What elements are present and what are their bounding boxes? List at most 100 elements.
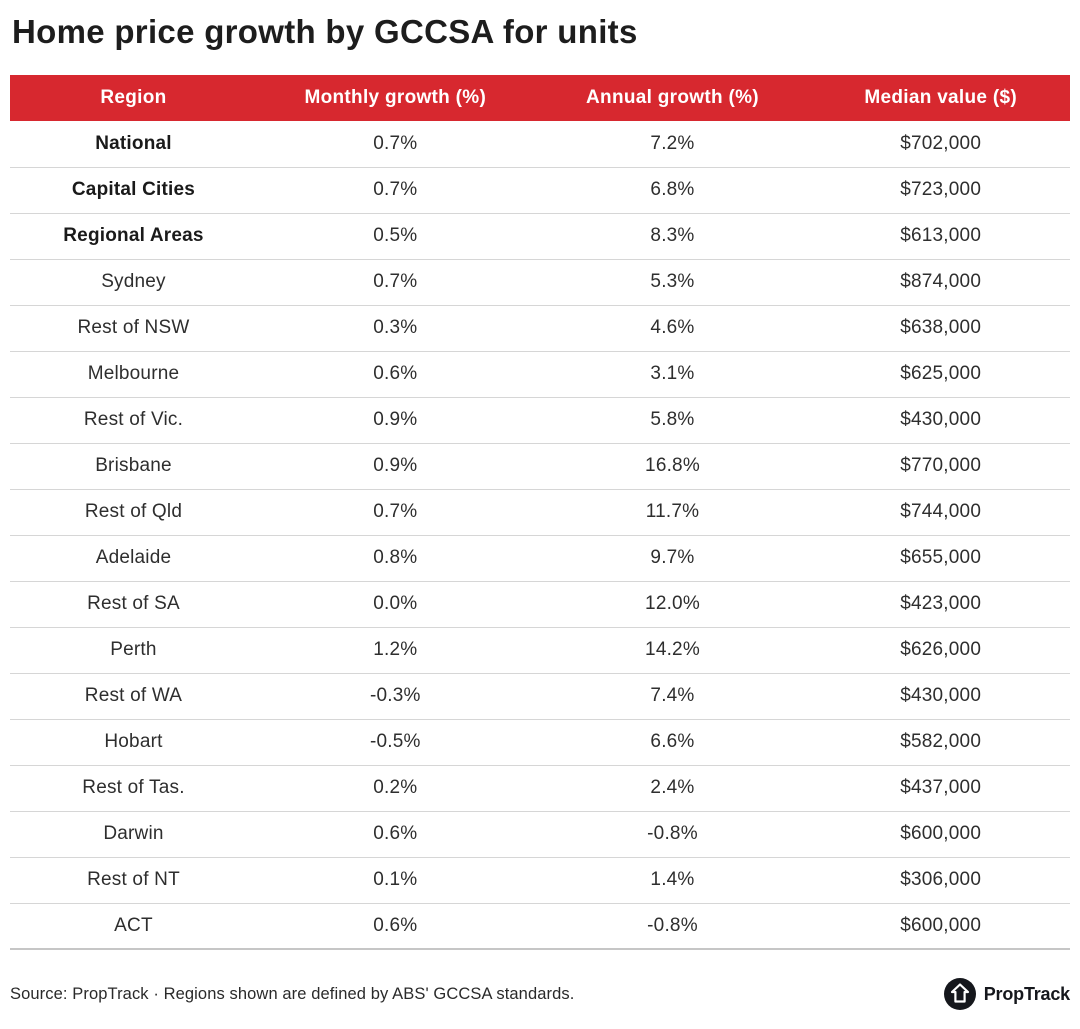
monthly-cell: 0.6%: [256, 351, 534, 398]
footer: Source: PropTrack · Regions shown are de…: [10, 977, 1070, 1011]
monthly-cell: 0.5%: [256, 213, 534, 260]
monthly-cell: 0.9%: [256, 443, 534, 490]
monthly-cell: 0.3%: [256, 305, 534, 352]
region-cell: Brisbane: [10, 443, 257, 490]
median-cell: $744,000: [811, 489, 1070, 536]
annual-cell: 2.4%: [533, 765, 812, 812]
table-row: Rest of Tas. 0.2% 2.4% $437,000: [10, 765, 1070, 812]
table-row: Regional Areas 0.5% 8.3% $613,000: [10, 213, 1070, 260]
page-title: Home price growth by GCCSA for units: [12, 13, 638, 50]
region-cell: Rest of NT: [10, 857, 257, 904]
median-cell: $430,000: [811, 673, 1070, 720]
column-header-region: Region: [10, 75, 257, 122]
median-cell: $638,000: [811, 305, 1070, 352]
median-cell: $613,000: [811, 213, 1070, 260]
region-cell: Sydney: [10, 259, 257, 306]
table-row: ACT 0.6% -0.8% $600,000: [10, 903, 1070, 951]
source-note: Source: PropTrack · Regions shown are de…: [10, 984, 575, 1003]
monthly-cell: 0.6%: [256, 811, 534, 858]
table-row: Rest of WA -0.3% 7.4% $430,000: [10, 673, 1070, 720]
annual-cell: 4.6%: [533, 305, 812, 352]
table-row: Melbourne 0.6% 3.1% $625,000: [10, 351, 1070, 398]
annual-cell: -0.8%: [533, 811, 812, 858]
monthly-cell: -0.5%: [256, 719, 534, 766]
annual-cell: 11.7%: [533, 489, 812, 536]
monthly-cell: 0.7%: [256, 121, 534, 168]
table-row: Rest of SA 0.0% 12.0% $423,000: [10, 581, 1070, 628]
annual-cell: 7.4%: [533, 673, 812, 720]
annual-cell: 7.2%: [533, 121, 812, 168]
gccsa-units-table: Region Monthly growth (%) Annual growth …: [10, 75, 1070, 951]
region-cell: Hobart: [10, 719, 257, 766]
monthly-cell: 0.0%: [256, 581, 534, 628]
annual-cell: 5.3%: [533, 259, 812, 306]
table-row: Darwin 0.6% -0.8% $600,000: [10, 811, 1070, 858]
region-cell: Rest of Tas.: [10, 765, 257, 812]
region-cell: Rest of Vic.: [10, 397, 257, 444]
table-row: Sydney 0.7% 5.3% $874,000: [10, 259, 1070, 306]
median-cell: $723,000: [811, 167, 1070, 214]
monthly-cell: 0.9%: [256, 397, 534, 444]
median-cell: $625,000: [811, 351, 1070, 398]
table-row: Brisbane 0.9% 16.8% $770,000: [10, 443, 1070, 490]
median-cell: $600,000: [811, 903, 1070, 951]
table-row: Rest of NSW 0.3% 4.6% $638,000: [10, 305, 1070, 352]
monthly-cell: 0.7%: [256, 259, 534, 306]
median-cell: $582,000: [811, 719, 1070, 766]
table-row: Perth 1.2% 14.2% $626,000: [10, 627, 1070, 674]
median-cell: $702,000: [811, 121, 1070, 168]
annual-cell: 1.4%: [533, 857, 812, 904]
monthly-cell: 1.2%: [256, 627, 534, 674]
monthly-cell: 0.6%: [256, 903, 534, 951]
annual-cell: 6.8%: [533, 167, 812, 214]
proptrack-house-icon: [943, 977, 977, 1011]
column-header-monthly: Monthly growth (%): [256, 75, 534, 122]
monthly-cell: 0.2%: [256, 765, 534, 812]
table-row: National 0.7% 7.2% $702,000: [10, 121, 1070, 168]
annual-cell: 14.2%: [533, 627, 812, 674]
table-row: Capital Cities 0.7% 6.8% $723,000: [10, 167, 1070, 214]
annual-cell: 3.1%: [533, 351, 812, 398]
region-cell: Rest of Qld: [10, 489, 257, 536]
median-cell: $655,000: [811, 535, 1070, 582]
region-cell: Darwin: [10, 811, 257, 858]
region-cell: National: [10, 121, 257, 168]
table-row: Rest of NT 0.1% 1.4% $306,000: [10, 857, 1070, 904]
annual-cell: 5.8%: [533, 397, 812, 444]
proptrack-logo: PropTrack: [943, 977, 1070, 1011]
region-cell: Rest of WA: [10, 673, 257, 720]
annual-cell: 6.6%: [533, 719, 812, 766]
median-cell: $437,000: [811, 765, 1070, 812]
region-cell: Rest of SA: [10, 581, 257, 628]
region-cell: Rest of NSW: [10, 305, 257, 352]
monthly-cell: -0.3%: [256, 673, 534, 720]
annual-cell: 8.3%: [533, 213, 812, 260]
column-header-annual: Annual growth (%): [533, 75, 812, 122]
region-cell: ACT: [10, 903, 257, 951]
region-cell: Melbourne: [10, 351, 257, 398]
table-row: Rest of Vic. 0.9% 5.8% $430,000: [10, 397, 1070, 444]
region-cell: Regional Areas: [10, 213, 257, 260]
table-header-row: Region Monthly growth (%) Annual growth …: [10, 75, 1070, 122]
median-cell: $600,000: [811, 811, 1070, 858]
median-cell: $770,000: [811, 443, 1070, 490]
table-row: Rest of Qld 0.7% 11.7% $744,000: [10, 489, 1070, 536]
median-cell: $430,000: [811, 397, 1070, 444]
region-cell: Adelaide: [10, 535, 257, 582]
annual-cell: 16.8%: [533, 443, 812, 490]
median-cell: $874,000: [811, 259, 1070, 306]
median-cell: $423,000: [811, 581, 1070, 628]
monthly-cell: 0.8%: [256, 535, 534, 582]
region-cell: Perth: [10, 627, 257, 674]
annual-cell: 12.0%: [533, 581, 812, 628]
region-cell: Capital Cities: [10, 167, 257, 214]
median-cell: $626,000: [811, 627, 1070, 674]
monthly-cell: 0.1%: [256, 857, 534, 904]
table-row: Adelaide 0.8% 9.7% $655,000: [10, 535, 1070, 582]
proptrack-logo-text: PropTrack: [983, 983, 1070, 1004]
table-row: Hobart -0.5% 6.6% $582,000: [10, 719, 1070, 766]
annual-cell: -0.8%: [533, 903, 812, 951]
median-cell: $306,000: [811, 857, 1070, 904]
monthly-cell: 0.7%: [256, 489, 534, 536]
